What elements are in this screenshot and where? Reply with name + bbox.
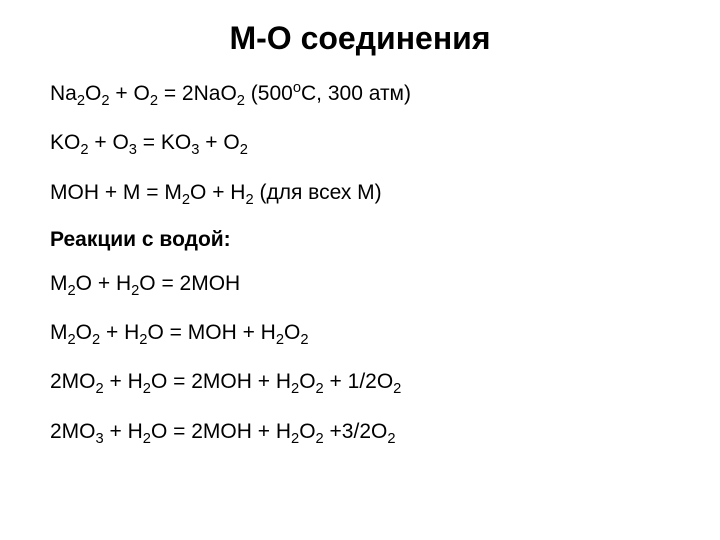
equation-2: KO2 + O3 = KO3 + O2 [50, 129, 670, 160]
equation-3: MOH + M = M2O + H2 (для всех М) [50, 179, 670, 210]
equation-1: Na2O2 + O2 = 2NaO2 (500oC, 300 атм) [50, 79, 670, 111]
water-reaction-2: M2O2 + H2O = MOH + H2O2 [50, 319, 670, 350]
water-reaction-1: M2O + H2O = 2MOH [50, 270, 670, 301]
water-reactions-heading: Реакции с водой: [50, 228, 670, 252]
water-reaction-3: 2MO2 + H2O = 2MOH + H2O2 + 1/2O2 [50, 368, 670, 399]
slide-title: М-О соединения [50, 20, 670, 57]
water-reaction-4: 2MO3 + H2O = 2MOH + H2O2 +3/2O2 [50, 418, 670, 449]
